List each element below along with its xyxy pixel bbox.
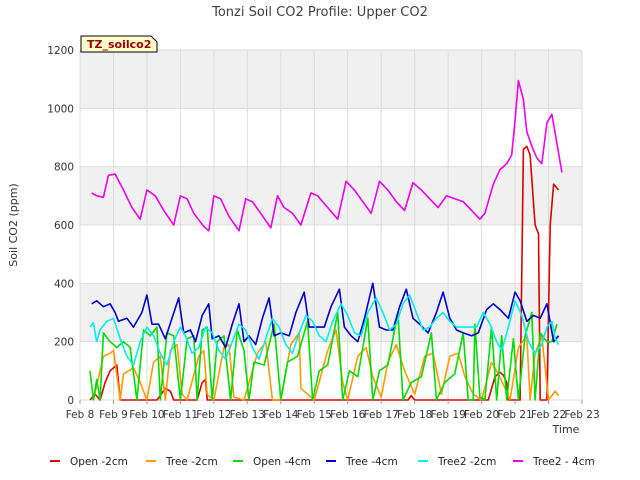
series-line-tree2-4cm — [91, 79, 563, 232]
y-axis-label: Soil CO2 (ppm) — [7, 183, 20, 266]
x-tick-label: Feb 8 — [66, 409, 95, 421]
series-line-tree2-2cm — [89, 294, 560, 366]
background-bands — [80, 50, 582, 400]
y-tick-label: 1000 — [47, 103, 74, 115]
x-tick-label: Feb 15 — [297, 409, 332, 421]
legend-label: Tree2 -2cm — [437, 456, 496, 468]
x-tick-label: Feb 20 — [464, 409, 499, 421]
series-line-tree-4cm — [91, 282, 560, 349]
legend: Open -2cm Tree -2cm Open -4cm Tree -4cm Tree… — [50, 456, 595, 468]
y-tick-label: 200 — [54, 337, 74, 349]
y-tick-label: 600 — [54, 220, 74, 232]
legend-label: Open -4cm — [253, 456, 311, 468]
x-tick-label: Feb 9 — [99, 409, 128, 421]
legend-label: Tree2 - 4cm — [532, 456, 595, 468]
x-tick-label: Feb 21 — [497, 409, 532, 421]
badge: TZ_soilco2 — [80, 35, 158, 53]
x-tick-label: Feb 11 — [163, 409, 198, 421]
x-tick-label: Feb 23 — [564, 409, 599, 421]
band-3 — [80, 166, 582, 225]
x-tick-label: Feb 17 — [364, 409, 399, 421]
x-tick-label: Feb 14 — [263, 409, 299, 421]
x-tick-label: Feb 12 — [196, 409, 231, 421]
y-tick-label: 400 — [54, 278, 74, 290]
y-tick-label: 1200 — [47, 45, 74, 57]
x-tick-label: Feb 19 — [430, 409, 465, 421]
x-tick-label: Feb 16 — [330, 409, 366, 421]
x-axis-label: Time — [552, 423, 580, 436]
x-tick-label: Feb 13 — [230, 409, 265, 421]
band-1 — [80, 283, 582, 342]
legend-label: Tree -4cm — [345, 456, 398, 468]
band-5 — [80, 50, 582, 109]
y-tick-label: 0 — [67, 395, 74, 407]
band-2 — [80, 225, 582, 284]
chart-title: Tonzi Soil CO2 Profile: Upper CO2 — [211, 5, 428, 20]
grid-lines — [79, 49, 583, 401]
badge-label: TZ_soilco2 — [87, 38, 151, 51]
y-tick-label: 800 — [54, 162, 74, 174]
x-tick-label: Feb 18 — [397, 409, 432, 421]
legend-label: Open -2cm — [70, 456, 128, 468]
x-tick-label: Feb 10 — [129, 409, 164, 421]
legend-label: Tree -2cm — [165, 456, 218, 468]
series-group — [89, 79, 563, 401]
x-tick-label: Feb 22 — [531, 409, 566, 421]
band-4 — [80, 108, 582, 167]
series-line-open-4cm — [89, 311, 558, 401]
